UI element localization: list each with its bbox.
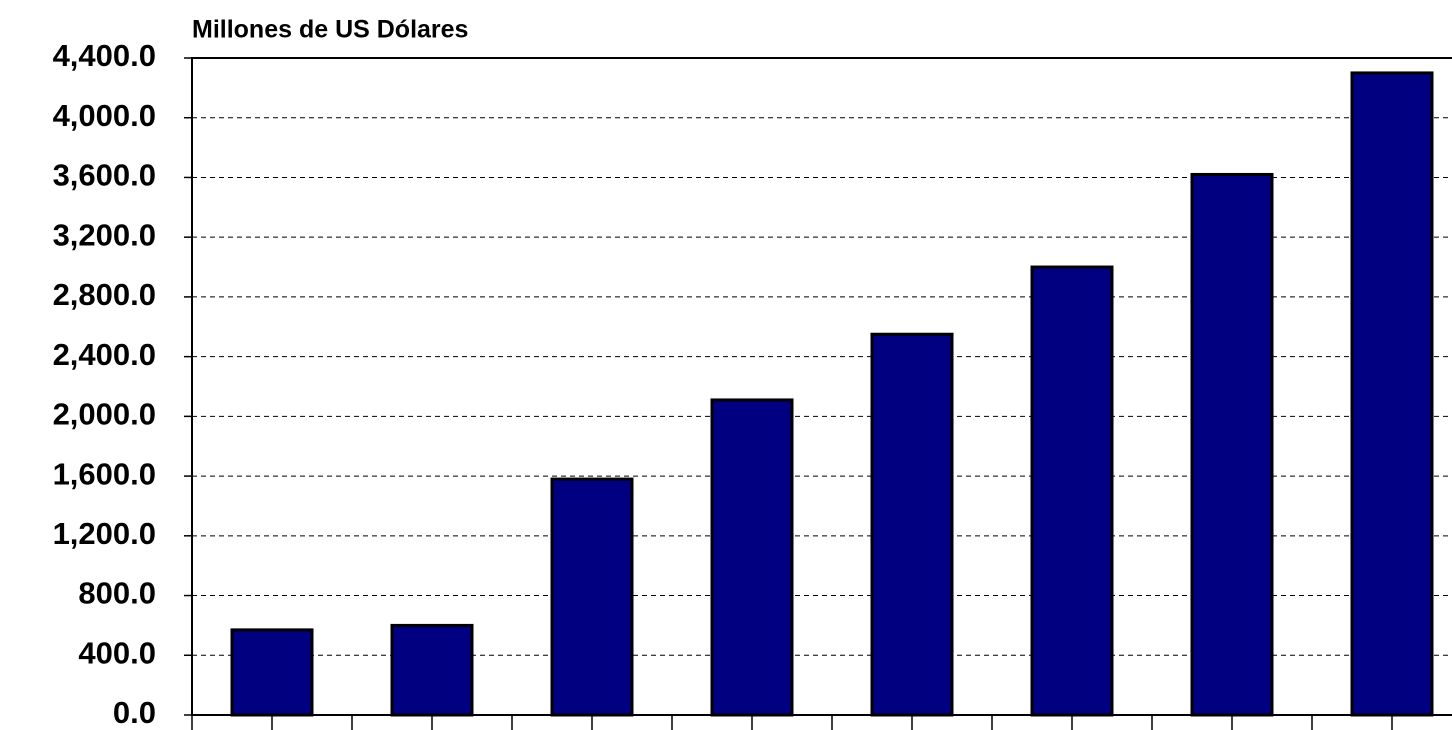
y-tick-label: 3,600.0 — [53, 158, 156, 193]
bar — [1030, 265, 1114, 717]
y-tick-label: 1,600.0 — [53, 456, 156, 491]
bar — [230, 628, 314, 717]
y-tick-label: 0.0 — [113, 695, 156, 730]
y-tick-label: 400.0 — [78, 635, 156, 670]
y-tick-label: 1,200.0 — [53, 516, 156, 551]
y-tick-label: 800.0 — [78, 576, 156, 611]
bar — [550, 477, 634, 717]
bar — [1350, 71, 1434, 717]
bar — [390, 623, 474, 717]
y-tick-label: 3,200.0 — [53, 217, 156, 252]
y-tick-label: 4,000.0 — [53, 98, 156, 133]
y-tick-label: 4,400.0 — [53, 38, 156, 73]
y-tick-label: 2,400.0 — [53, 337, 156, 372]
y-tick-label: 2,800.0 — [53, 277, 156, 312]
bar — [1190, 172, 1274, 717]
bar — [710, 398, 794, 717]
bar — [870, 332, 954, 717]
chart-title: Millones de US Dólares — [192, 16, 468, 44]
y-tick-label: 2,000.0 — [53, 397, 156, 432]
